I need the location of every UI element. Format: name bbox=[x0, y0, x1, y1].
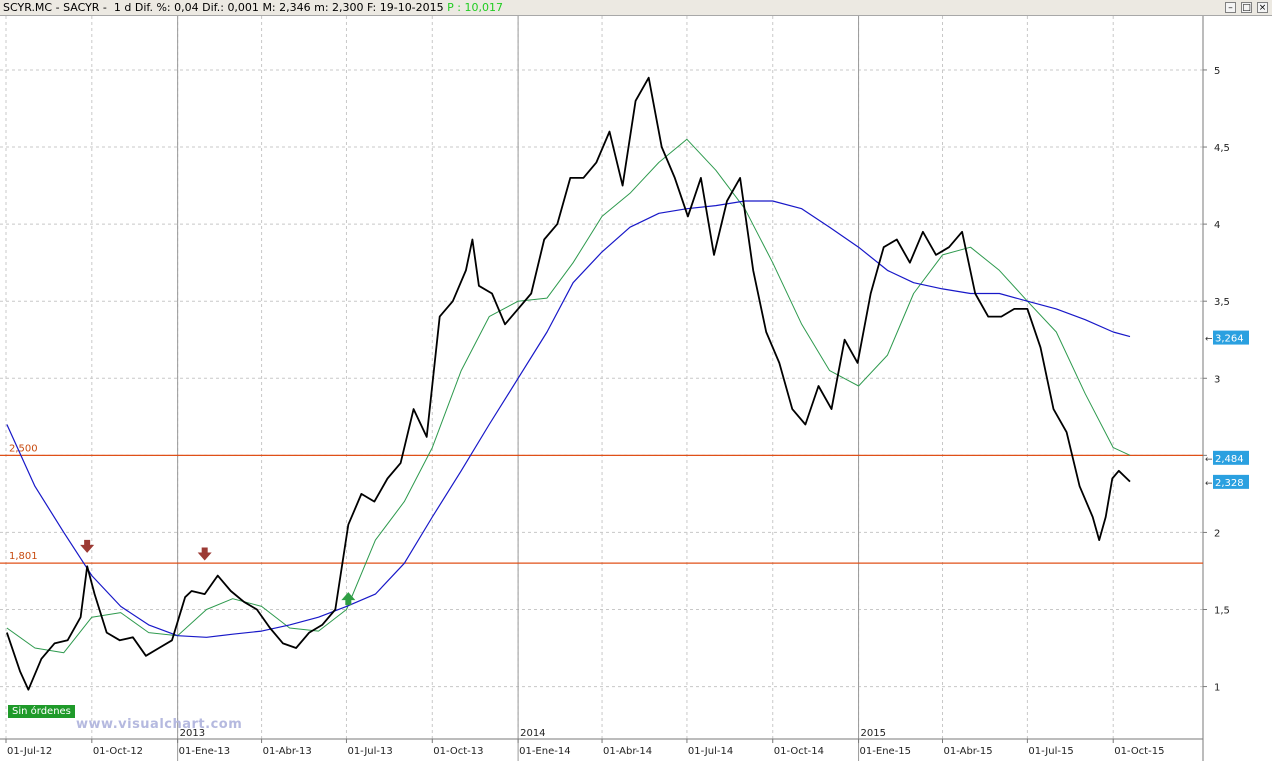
max-label: M: 2,346 bbox=[262, 1, 311, 14]
x-tick-label: 01-Oct-14 bbox=[774, 746, 824, 757]
minimize-button[interactable]: – bbox=[1225, 2, 1236, 13]
year-label: 2015 bbox=[861, 728, 886, 739]
dif-pct-label: Dif. %: 0,04 bbox=[134, 1, 199, 14]
y-tick-label: 3 bbox=[1214, 374, 1220, 385]
value-badge bbox=[1213, 450, 1249, 465]
y-tick-label: 5 bbox=[1214, 66, 1220, 77]
x-tick-label: 01-Abr-13 bbox=[263, 746, 312, 757]
p-label: P : 10,017 bbox=[447, 1, 503, 14]
moving-average-short-line bbox=[6, 138, 1131, 654]
value-badge bbox=[1213, 330, 1249, 345]
status-badge: Sin órdenes bbox=[8, 705, 75, 718]
price-chart[interactable]: 2,5001,80111,522,533,544,55←3,264←2,484←… bbox=[0, 16, 1272, 761]
y-tick-label: 2 bbox=[1214, 528, 1220, 539]
period-label: 1 d bbox=[113, 1, 132, 14]
x-tick-label: 01-Jul-15 bbox=[1028, 746, 1073, 757]
x-tick-label: 01-Ene-15 bbox=[860, 746, 911, 757]
arrow-down-icon bbox=[80, 539, 95, 553]
badge-pointer-icon: ← bbox=[1205, 335, 1213, 345]
x-tick-label: 01-Oct-12 bbox=[93, 746, 143, 757]
y-tick-label: 1 bbox=[1214, 683, 1220, 694]
min-label: m: 2,300 bbox=[314, 1, 364, 14]
x-tick-label: 01-Abr-14 bbox=[603, 746, 652, 757]
y-tick-label: 4 bbox=[1214, 220, 1220, 231]
x-tick-label: 01-Ene-13 bbox=[179, 746, 230, 757]
year-label: 2014 bbox=[520, 728, 545, 739]
price-line bbox=[6, 76, 1131, 691]
maximize-button[interactable]: □ bbox=[1241, 2, 1252, 13]
x-tick-label: 01-Jul-14 bbox=[688, 746, 733, 757]
moving-average-long-line bbox=[6, 200, 1131, 638]
x-tick-label: 01-Abr-15 bbox=[944, 746, 993, 757]
x-tick-label: 01-Oct-15 bbox=[1114, 746, 1164, 757]
dif-label: Dif.: 0,001 bbox=[202, 1, 259, 14]
x-tick-label: 01-Ene-14 bbox=[519, 746, 570, 757]
x-tick-label: 01-Oct-13 bbox=[433, 746, 483, 757]
arrow-up-icon bbox=[341, 592, 356, 606]
y-tick-label: 1,5 bbox=[1214, 606, 1230, 617]
badge-pointer-icon: ← bbox=[1205, 455, 1213, 465]
value-badge-label: 3,264 bbox=[1215, 334, 1244, 345]
x-tick-label: 01-Jul-12 bbox=[7, 746, 52, 757]
year-label: 2013 bbox=[180, 728, 205, 739]
x-tick-label: 01-Jul-13 bbox=[347, 746, 392, 757]
value-badge bbox=[1213, 474, 1249, 489]
symbol-label: SCYR.MC - SACYR - bbox=[3, 1, 107, 14]
value-badge-label: 2,328 bbox=[1215, 478, 1244, 489]
y-tick-label: 4,5 bbox=[1214, 143, 1230, 154]
support-level-label: 1,801 bbox=[9, 551, 38, 562]
y-tick-label: 3,5 bbox=[1214, 297, 1230, 308]
title-bar: SCYR.MC - SACYR - 1 d Dif. %: 0,04 Dif.:… bbox=[0, 0, 1272, 16]
arrow-down-icon bbox=[197, 547, 212, 561]
support-level-label: 2,500 bbox=[9, 443, 38, 454]
close-button[interactable]: × bbox=[1257, 2, 1268, 13]
value-badge-label: 2,484 bbox=[1215, 454, 1244, 465]
date-label: F: 19-10-2015 bbox=[367, 1, 444, 14]
title-text: SCYR.MC - SACYR - 1 d Dif. %: 0,04 Dif.:… bbox=[3, 1, 503, 14]
badge-pointer-icon: ← bbox=[1205, 479, 1213, 489]
watermark: www.visualchart.com bbox=[76, 717, 243, 732]
